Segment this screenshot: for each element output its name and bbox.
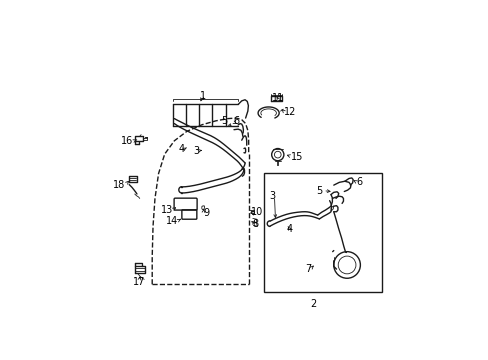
Text: 12: 12 <box>284 107 296 117</box>
Bar <box>264 174 382 292</box>
Text: 8: 8 <box>252 219 259 229</box>
Text: 6: 6 <box>356 177 362 187</box>
Text: 16: 16 <box>121 136 133 146</box>
Text: 5: 5 <box>221 116 227 126</box>
Text: 6: 6 <box>233 116 239 126</box>
Text: 14: 14 <box>165 216 178 226</box>
Text: 17: 17 <box>133 277 145 287</box>
Text: 2: 2 <box>310 299 316 309</box>
Text: 3: 3 <box>268 191 274 201</box>
Text: 18: 18 <box>113 180 125 190</box>
Text: 5: 5 <box>316 186 322 196</box>
Text: 4: 4 <box>286 225 292 234</box>
Text: 13: 13 <box>161 205 173 215</box>
Text: 11: 11 <box>272 93 284 103</box>
Text: 10: 10 <box>250 207 263 217</box>
Text: 1: 1 <box>199 91 205 101</box>
Text: 3: 3 <box>193 146 199 156</box>
Text: 7: 7 <box>304 264 310 274</box>
Text: 15: 15 <box>290 152 303 162</box>
Text: 4: 4 <box>178 144 184 153</box>
Text: 9: 9 <box>203 208 209 218</box>
